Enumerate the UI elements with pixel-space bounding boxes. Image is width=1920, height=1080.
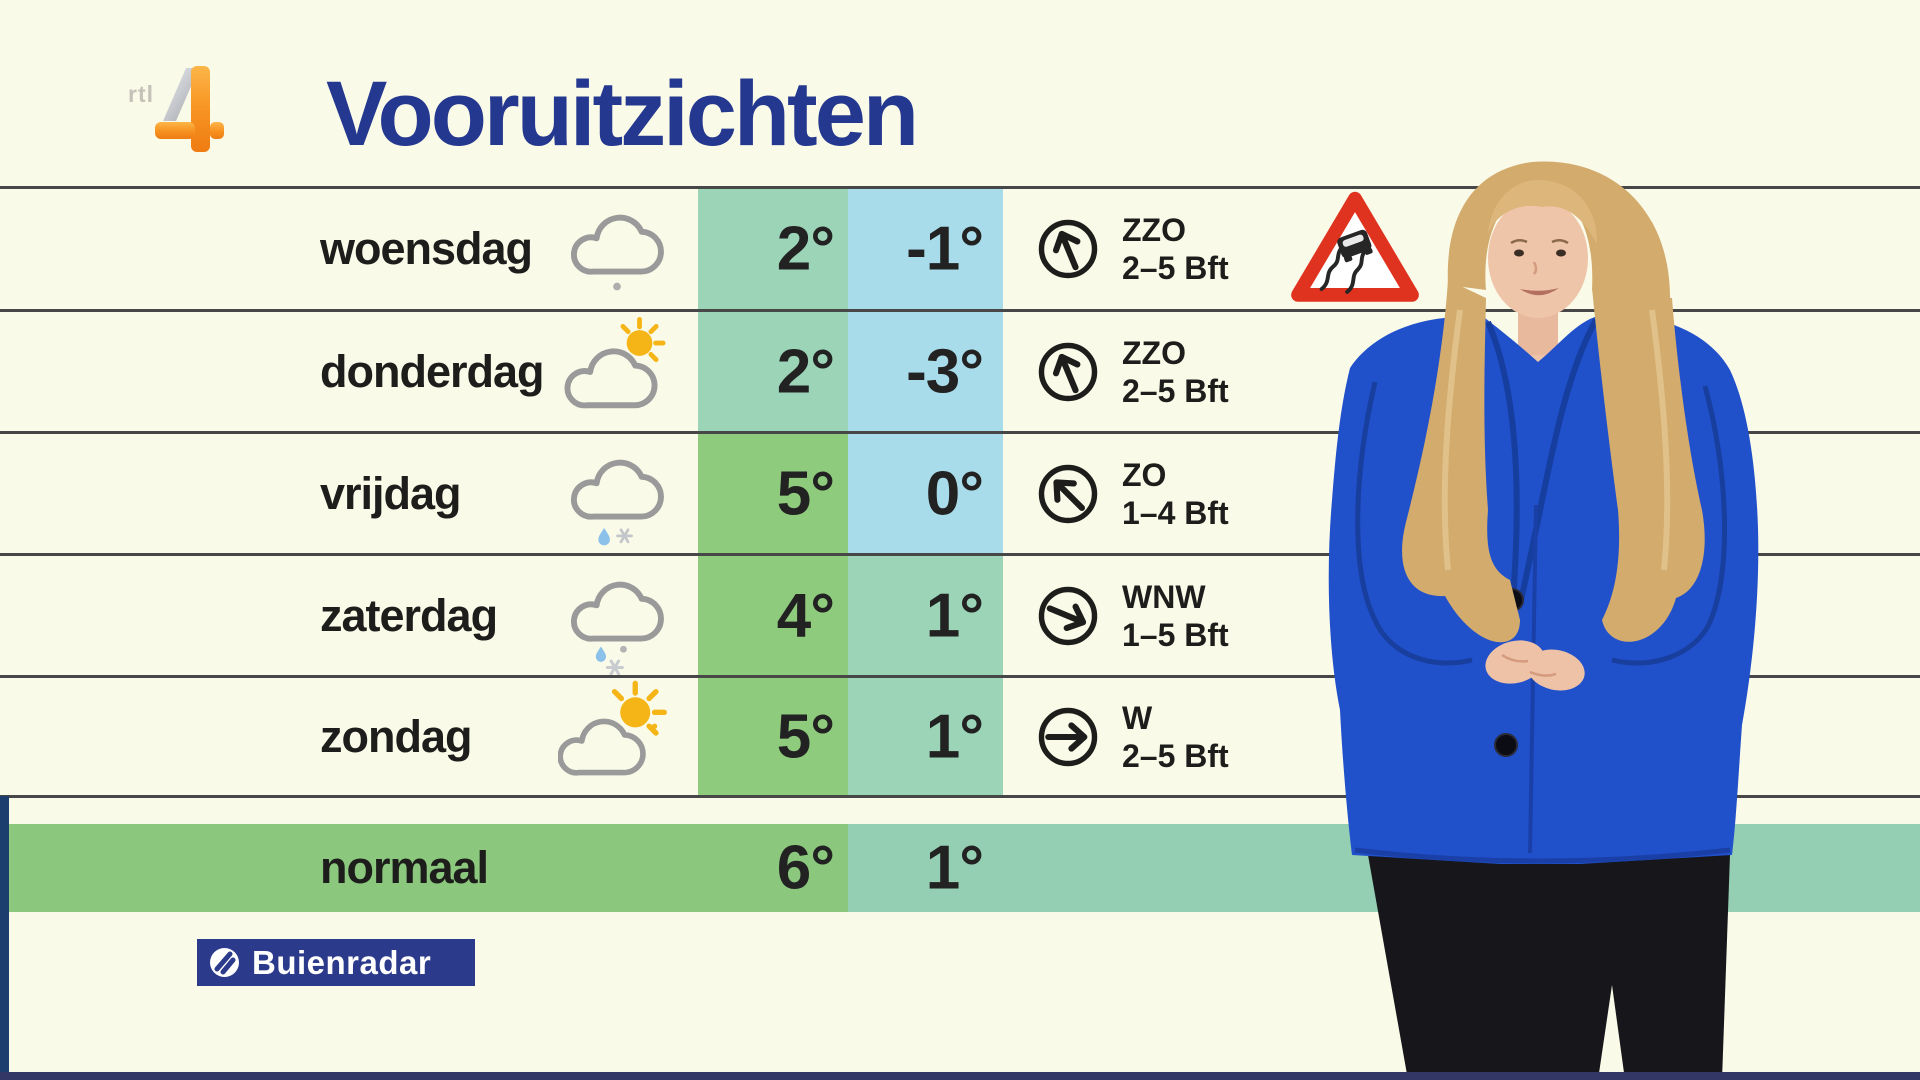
rtl-text: rtl	[128, 81, 154, 107]
presenter-pants	[1368, 846, 1730, 1080]
separator-line	[0, 675, 1920, 678]
min-temp-cell: 1°	[848, 556, 1003, 675]
wind-direction-icon	[1038, 219, 1098, 279]
presenter-face	[1488, 179, 1598, 318]
separator-line	[0, 431, 1920, 434]
wind-force-label: 1–5 Bft	[1122, 616, 1229, 653]
cloud-with-sun-icon	[558, 678, 676, 796]
day-label: donderdag	[320, 345, 544, 397]
raindrop-glyph	[595, 645, 607, 662]
page-title: Vooruitzichten	[326, 63, 919, 165]
normal-max-band	[9, 824, 848, 912]
raindrop-glyph	[598, 527, 610, 545]
sun-behind-cloud-icon	[558, 313, 676, 431]
forecast-row-zondag: 5° 1° zondag	[0, 678, 1920, 795]
day-label: zondag	[320, 710, 472, 762]
max-temp: 5°	[776, 459, 835, 528]
skidding-car-glyph	[1319, 229, 1373, 294]
forecast-row-zaterdag: 4° 1° zaterdag	[0, 556, 1920, 675]
min-temp: 0°	[925, 459, 984, 528]
min-temp-cell: 0°	[848, 434, 1003, 553]
wind-direction-icon	[1038, 464, 1098, 523]
max-temp: 4°	[776, 581, 835, 650]
max-temp: 5°	[776, 702, 835, 771]
normal-min-cell: 1°	[848, 824, 1003, 912]
wind-direction-icon	[1038, 707, 1098, 766]
min-temp: -3°	[906, 337, 984, 406]
normal-label: normaal	[320, 842, 489, 893]
forecast-row-woensdag: 2° -1° woensdag ZZO 2–5 Bft	[0, 189, 1920, 309]
wind-direction-label: W	[1122, 699, 1153, 736]
wind-direction-icon	[1038, 586, 1098, 645]
buienradar-logo: Buienradar	[197, 939, 475, 986]
rain-snow-cloud-icon	[558, 435, 676, 553]
wind-direction-label: ZZO	[1122, 212, 1186, 248]
min-temp: -1°	[906, 214, 984, 284]
max-temp-cell: 2°	[698, 312, 848, 431]
slippery-road-warning-icon	[1291, 191, 1419, 302]
wind-direction-label: WNW	[1122, 578, 1206, 615]
wind-info: WNW 1–5 Bft	[1034, 578, 1229, 654]
max-temp-cell: 5°	[698, 434, 848, 553]
blazer-button	[1494, 733, 1518, 757]
wind-force-label: 2–5 Bft	[1122, 250, 1229, 286]
snowflake-glyph	[616, 527, 633, 543]
wind-direction-icon	[1038, 342, 1098, 401]
wind-info: ZZO 2–5 Bft	[1034, 334, 1229, 410]
cloud-drizzle-icon	[558, 190, 676, 308]
min-temp-cell: 1°	[848, 678, 1003, 795]
wintry-shower-cloud-icon	[558, 557, 676, 675]
normal-min-temp: 1°	[925, 833, 984, 903]
day-label: zaterdag	[320, 589, 498, 641]
wind-force-label: 1–4 Bft	[1122, 494, 1229, 531]
presenter-hands	[1485, 640, 1585, 691]
min-temp-cell: -1°	[848, 189, 1003, 309]
min-temp: 1°	[925, 581, 984, 650]
presenter	[1328, 161, 1759, 1080]
normal-max-temp: 6°	[776, 833, 835, 903]
max-temp: 2°	[776, 214, 835, 284]
forecast-row-donderdag: 2° -3° donderdag	[0, 312, 1920, 431]
rtl4-logo: rtl	[128, 66, 224, 152]
wind-info: ZO 1–4 Bft	[1034, 456, 1229, 532]
presenter-smile	[1520, 288, 1559, 296]
forecast-row-vrijdag: 5° 0° vrijdag	[0, 434, 1920, 553]
normal-max-cell: 6°	[698, 824, 848, 912]
separator-line	[0, 553, 1920, 556]
presenter-blazer	[1328, 314, 1759, 864]
day-label: woensdag	[320, 223, 533, 274]
wind-force-label: 2–5 Bft	[1122, 737, 1229, 774]
max-temp-cell: 5°	[698, 678, 848, 795]
buienradar-wordmark: Buienradar	[252, 943, 432, 981]
wind-direction-label: ZO	[1122, 456, 1167, 493]
max-temp-cell: 2°	[698, 189, 848, 309]
separator-line	[0, 309, 1920, 312]
separator-line	[0, 186, 1920, 189]
min-temp: 1°	[925, 702, 984, 771]
radar-icon	[210, 948, 239, 977]
presenter-hair	[1402, 161, 1705, 643]
left-edge-stripe	[0, 796, 9, 1080]
day-label: vrijdag	[320, 467, 462, 519]
separator-line	[0, 795, 1920, 798]
wind-direction-label: ZZO	[1122, 334, 1186, 371]
wind-info: ZZO 2–5 Bft	[1034, 211, 1229, 287]
wind-info: W 2–5 Bft	[1034, 699, 1229, 775]
max-temp: 2°	[776, 337, 835, 406]
min-temp-cell: -3°	[848, 312, 1003, 431]
logo-diagonal	[163, 68, 199, 121]
wind-force-label: 2–5 Bft	[1122, 372, 1229, 409]
snowflake-glyph	[605, 659, 624, 675]
bottom-edge-bar	[0, 1072, 1920, 1080]
max-temp-cell: 4°	[698, 556, 848, 675]
presenter-fringe	[1488, 179, 1598, 244]
